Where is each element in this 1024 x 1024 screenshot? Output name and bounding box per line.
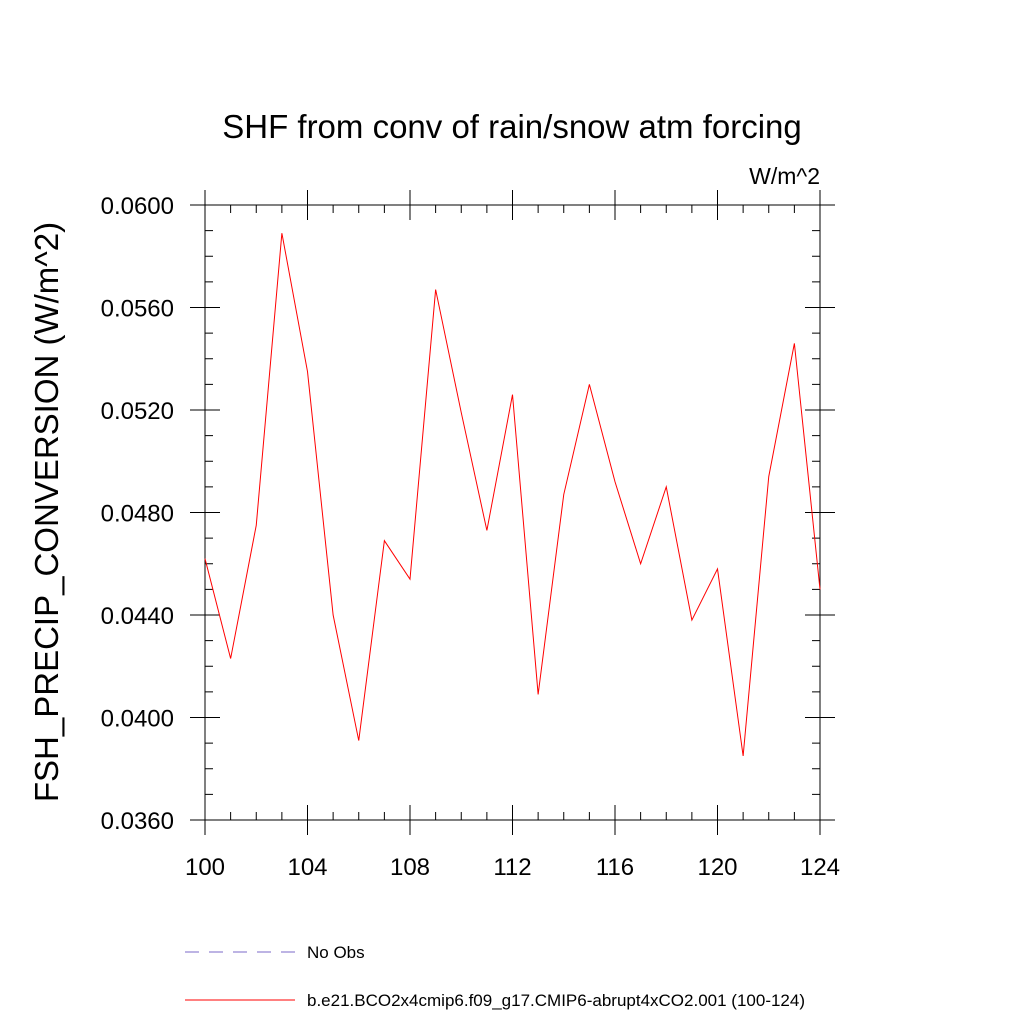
y-tick-label: 0.0400	[101, 706, 174, 733]
series-line-0	[204, 233, 821, 757]
x-tick-label: 124	[800, 854, 840, 881]
legend: No Obs b.e21.BCO2x4cmip6.f09_g17.CMIP6-a…	[185, 943, 805, 1010]
chart-title: SHF from conv of rain/snow atm forcing	[222, 108, 802, 145]
series-lines	[204, 233, 821, 757]
x-tick-label: 100	[185, 854, 225, 881]
legend-label-model-run: b.e21.BCO2x4cmip6.f09_g17.CMIP6-abrupt4x…	[307, 991, 805, 1010]
plot-frame	[204, 204, 821, 821]
x-tick-label: 108	[390, 854, 430, 881]
x-tick-labels: 100 104 108 112 116 120 124	[185, 854, 840, 881]
x-tick-label: 116	[596, 854, 634, 881]
x-tick-label: 112	[493, 854, 531, 881]
y-tick-labels: 0.0360 0.0400 0.0440 0.0480 0.0520 0.0560 0.06…	[101, 193, 174, 835]
legend-label-no-obs: No Obs	[307, 943, 365, 962]
y-tick-label: 0.0600	[101, 193, 174, 220]
y-tick-label: 0.0360	[101, 808, 174, 835]
y-axis-label: FSH_PRECIP_CONVERSION (W/m^2)	[28, 222, 65, 802]
y-tick-label: 0.0560	[101, 296, 174, 323]
minor-ticks	[205, 205, 820, 820]
plot-border	[204, 204, 821, 821]
x-tick-label: 120	[697, 854, 737, 881]
x-tick-label: 104	[287, 854, 327, 881]
major-ticks	[190, 190, 835, 835]
y-tick-label: 0.0440	[101, 603, 174, 630]
y-tick-label: 0.0480	[101, 501, 174, 528]
y-tick-label: 0.0520	[101, 398, 174, 425]
units-label: W/m^2	[749, 163, 820, 189]
